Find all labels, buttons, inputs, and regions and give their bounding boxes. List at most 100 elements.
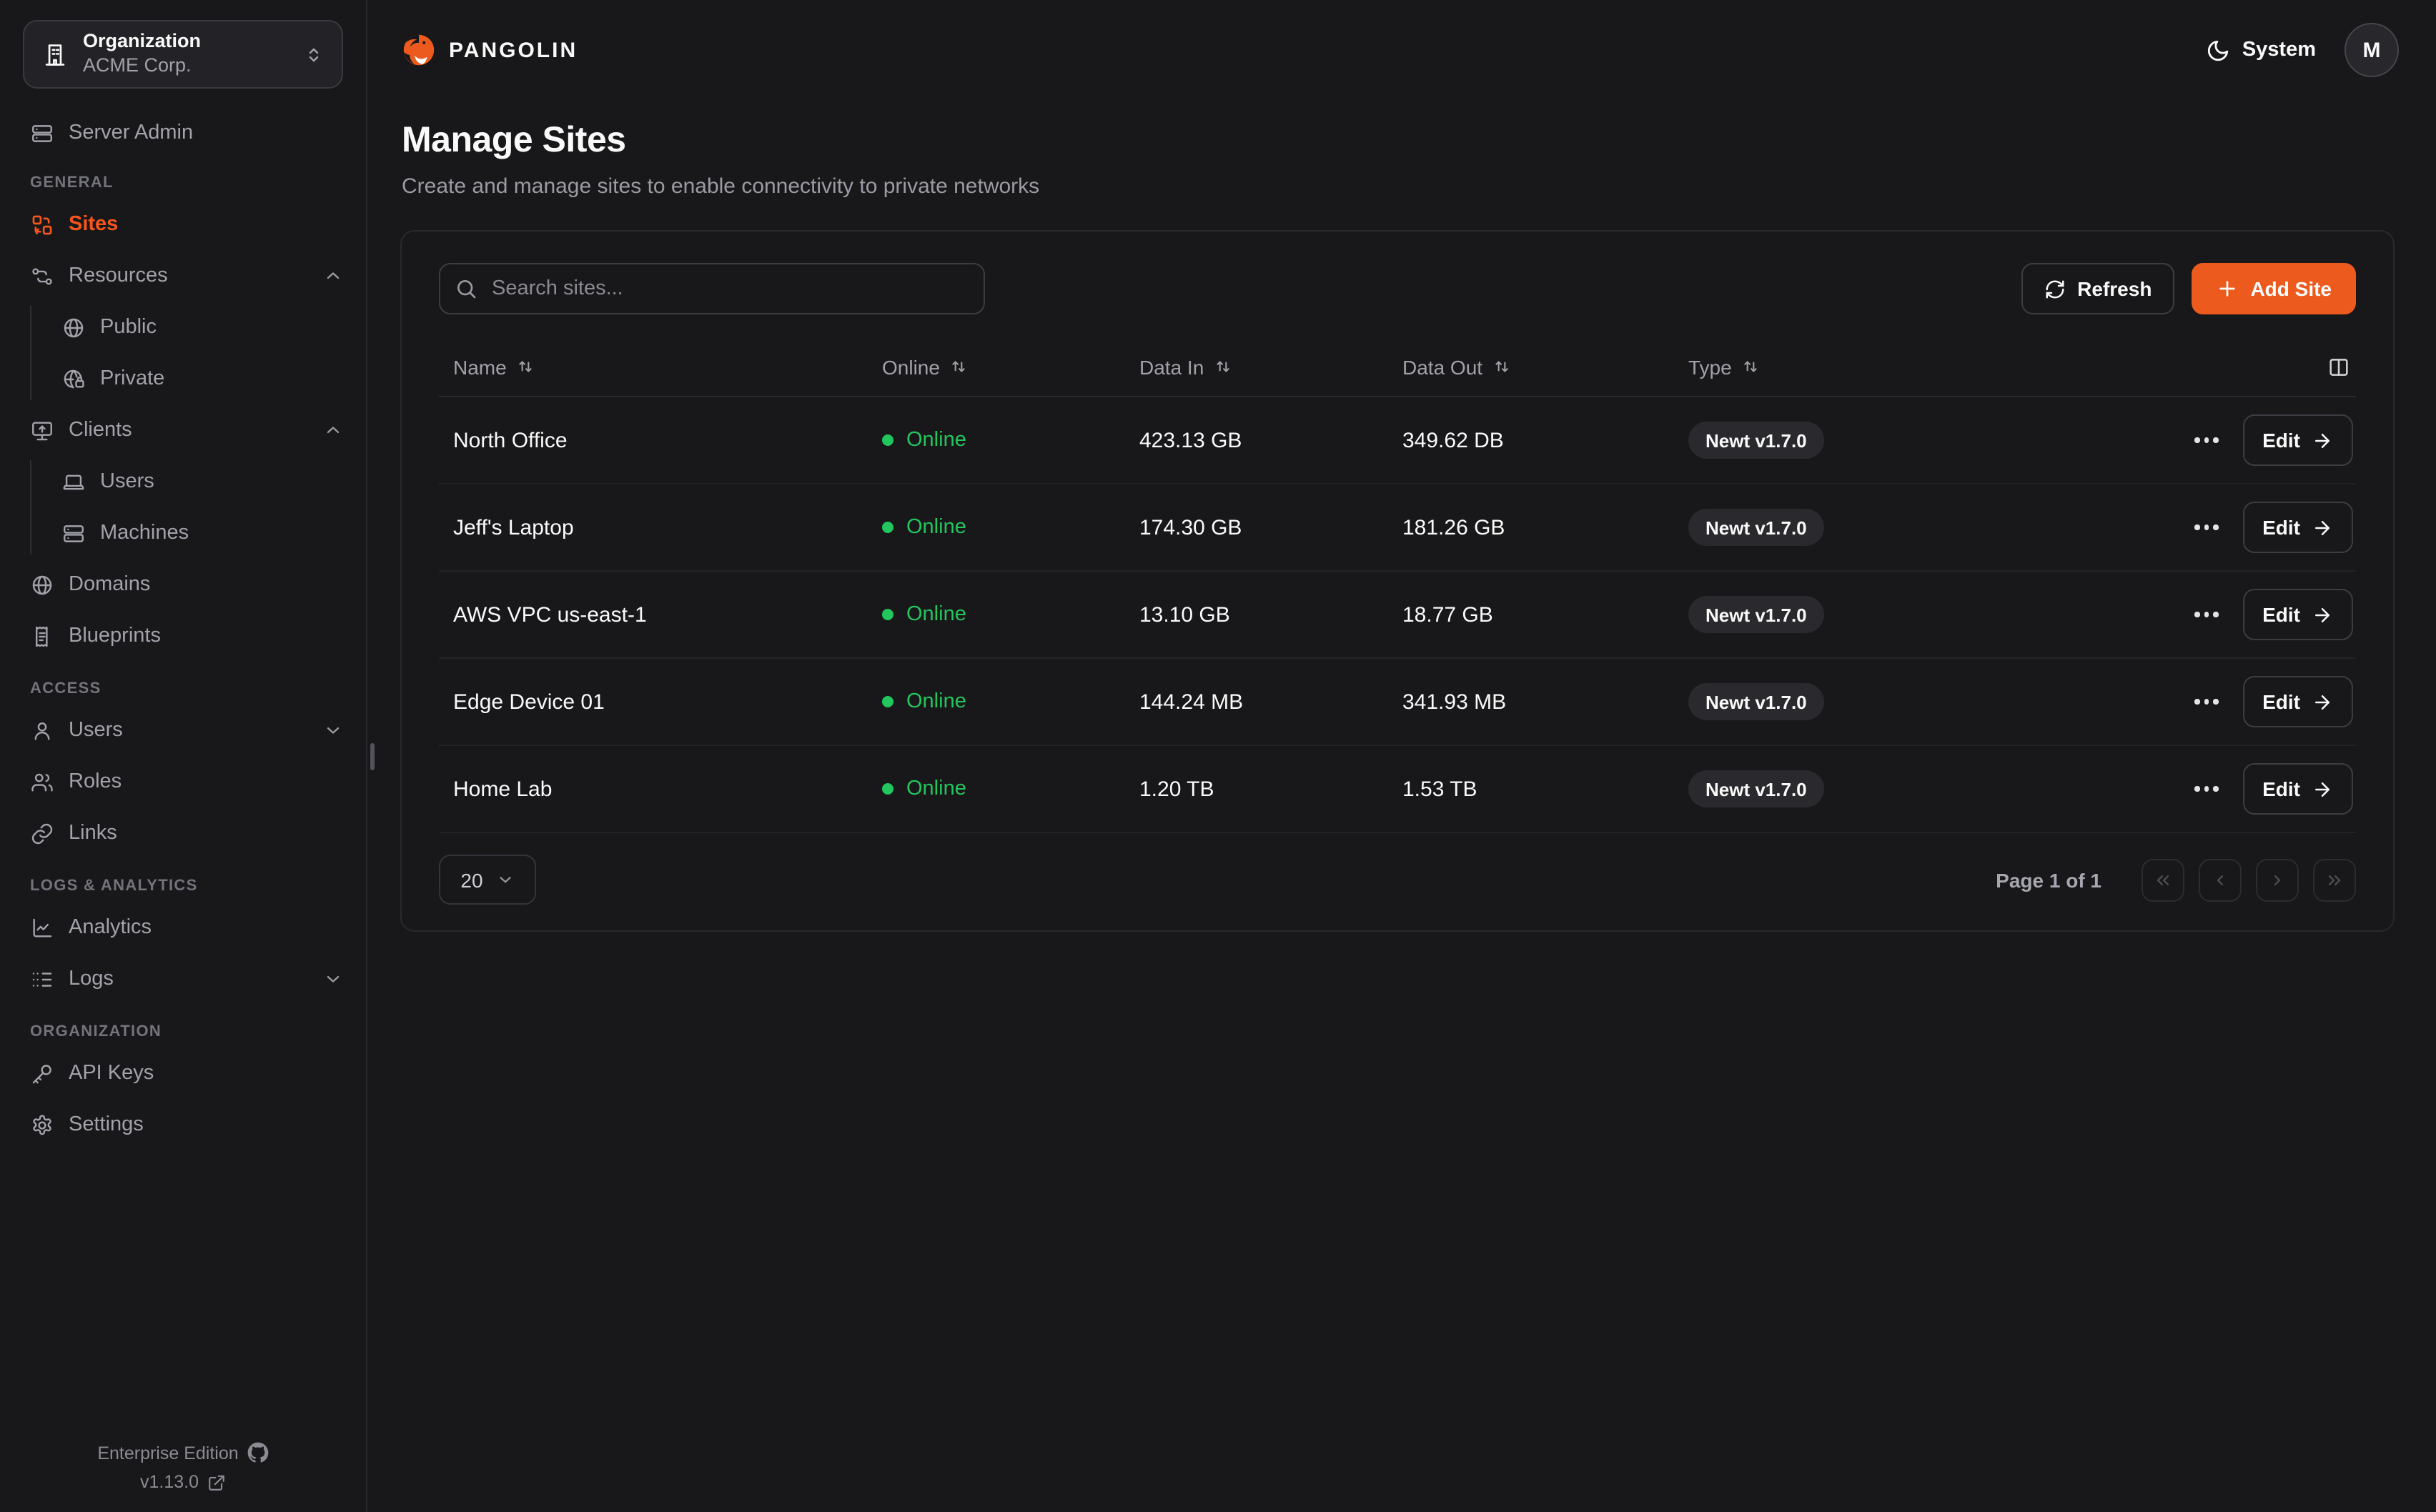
- sidebar-item-label: Logs: [69, 968, 114, 990]
- globe-icon: [61, 315, 86, 339]
- theme-toggle[interactable]: System: [2207, 38, 2316, 62]
- sidebar-item-label: Server Admin: [69, 121, 194, 144]
- online-dot-icon: [882, 696, 893, 707]
- chevron-down-icon: [323, 720, 343, 740]
- sidebar-item-label: API Keys: [69, 1062, 154, 1085]
- page-size-select[interactable]: 20: [439, 855, 536, 905]
- brand[interactable]: PANGOLIN: [402, 33, 578, 67]
- edit-button[interactable]: Edit: [2242, 414, 2353, 466]
- row-menu-button[interactable]: [2192, 429, 2221, 452]
- laptop-icon: [61, 469, 86, 494]
- column-header-data-in[interactable]: Data In: [1125, 355, 1388, 378]
- column-header-data-out[interactable]: Data Out: [1388, 355, 1674, 378]
- sidebar-item-settings[interactable]: Settings: [30, 1103, 346, 1146]
- org-selector[interactable]: Organization ACME Corp.: [23, 20, 343, 89]
- row-menu-button[interactable]: [2192, 778, 2221, 800]
- site-type-cell: Newt v1.7.0: [1674, 683, 2113, 720]
- prev-page-button[interactable]: [2199, 858, 2242, 901]
- next-page-button[interactable]: [2256, 858, 2299, 901]
- edit-label: Edit: [2262, 429, 2300, 452]
- refresh-button[interactable]: Refresh: [2021, 263, 2175, 314]
- table-row[interactable]: Jeff's Laptop Online 174.30 GB 181.26 GB…: [439, 484, 2356, 572]
- building-icon: [41, 41, 69, 68]
- edit-button[interactable]: Edit: [2242, 589, 2353, 640]
- site-type-cell: Newt v1.7.0: [1674, 422, 2113, 459]
- edit-button[interactable]: Edit: [2242, 502, 2353, 553]
- site-name: Edge Device 01: [453, 690, 605, 714]
- table-row[interactable]: Home Lab Online 1.20 TB 1.53 TB Newt v1.…: [439, 746, 2356, 833]
- sidebar-item-label: Sites: [69, 213, 119, 236]
- sidebar-scrollbar-thumb[interactable]: [370, 743, 375, 770]
- sidebar-nav: Server Admin GENERAL Sites Resources: [0, 89, 366, 1155]
- sidebar-item-machines[interactable]: Machines: [61, 512, 346, 554]
- first-page-button[interactable]: [2142, 858, 2184, 901]
- github-icon[interactable]: [247, 1442, 269, 1463]
- table-row[interactable]: AWS VPC us-east-1 Online 13.10 GB 18.77 …: [439, 572, 2356, 659]
- sidebar-item-domains[interactable]: Domains: [30, 563, 346, 606]
- site-data-out: 349.62 DB: [1402, 428, 1504, 452]
- sidebar-item-analytics[interactable]: Analytics: [30, 906, 346, 949]
- first-page-icon: [2153, 870, 2173, 890]
- sidebar-item-links[interactable]: Links: [30, 812, 346, 855]
- sidebar-item-server-admin[interactable]: Server Admin: [30, 111, 346, 154]
- avatar[interactable]: M: [2345, 23, 2399, 77]
- edit-button[interactable]: Edit: [2242, 676, 2353, 727]
- sidebar-item-label: Users: [100, 470, 154, 493]
- sites-icon: [30, 212, 54, 237]
- last-page-button[interactable]: [2313, 858, 2356, 901]
- refresh-icon: [2044, 278, 2066, 299]
- type-badge: Newt v1.7.0: [1688, 596, 1824, 633]
- main-content: PANGOLIN System M Manage Sites Create an…: [367, 0, 2436, 1512]
- column-header-name[interactable]: Name: [439, 355, 868, 378]
- org-text: Organization ACME Corp.: [83, 30, 289, 79]
- table-row[interactable]: North Office Online 423.13 GB 349.62 DB …: [439, 397, 2356, 484]
- globe-icon: [30, 572, 54, 597]
- column-visibility-button[interactable]: [2113, 355, 2356, 378]
- sidebar-item-clients[interactable]: Clients: [30, 409, 346, 452]
- sort-icon: [950, 357, 969, 376]
- search-icon: [455, 277, 477, 300]
- top-bar: PANGOLIN System M: [367, 0, 2436, 100]
- server-icon: [61, 521, 86, 545]
- version-label: v1.13.0: [139, 1472, 199, 1492]
- sidebar-item-label: Private: [100, 367, 165, 390]
- org-value: ACME Corp.: [83, 54, 192, 76]
- column-label: Online: [882, 355, 940, 378]
- column-label: Name: [453, 355, 507, 378]
- sidebar-item-blueprints[interactable]: Blueprints: [30, 615, 346, 657]
- search-input[interactable]: [439, 263, 985, 314]
- table-row[interactable]: Edge Device 01 Online 144.24 MB 341.93 M…: [439, 659, 2356, 746]
- gear-icon: [30, 1113, 54, 1137]
- sidebar-item-users[interactable]: Users: [30, 709, 346, 752]
- site-type-cell: Newt v1.7.0: [1674, 596, 2113, 633]
- sidebar-item-public[interactable]: Public: [61, 306, 346, 349]
- monitor-up-icon: [30, 418, 54, 442]
- row-menu-button[interactable]: [2192, 691, 2221, 713]
- pagination: 20 Page 1 of 1: [439, 855, 2356, 905]
- sidebar-item-private[interactable]: Private: [61, 357, 346, 400]
- sidebar-item-sites[interactable]: Sites: [30, 203, 346, 246]
- sidebar-item-api-keys[interactable]: API Keys: [30, 1052, 346, 1095]
- sort-icon: [517, 357, 535, 376]
- external-link-icon[interactable]: [207, 1473, 226, 1491]
- row-menu-button[interactable]: [2192, 604, 2221, 626]
- row-menu-button[interactable]: [2192, 517, 2221, 539]
- site-status: Online: [868, 690, 1125, 713]
- column-header-type[interactable]: Type: [1674, 355, 2113, 378]
- edit-button[interactable]: Edit: [2242, 763, 2353, 815]
- sidebar-item-resources[interactable]: Resources: [30, 254, 346, 297]
- updown-chevrons-icon: [303, 44, 325, 65]
- sidebar-item-label: Blueprints: [69, 625, 161, 647]
- sort-icon: [1214, 357, 1232, 376]
- user-icon: [30, 718, 54, 742]
- sidebar-item-roles[interactable]: Roles: [30, 760, 346, 803]
- sidebar-item-client-users[interactable]: Users: [61, 460, 346, 503]
- site-type-cell: Newt v1.7.0: [1674, 509, 2113, 546]
- add-site-button[interactable]: Add Site: [2192, 263, 2356, 314]
- site-data-out: 18.77 GB: [1402, 602, 1493, 627]
- column-header-online[interactable]: Online: [868, 355, 1125, 378]
- sidebar-item-logs[interactable]: Logs: [30, 958, 346, 1000]
- columns-icon: [2327, 355, 2350, 378]
- site-type-cell: Newt v1.7.0: [1674, 770, 2113, 807]
- key-icon: [30, 1061, 54, 1085]
